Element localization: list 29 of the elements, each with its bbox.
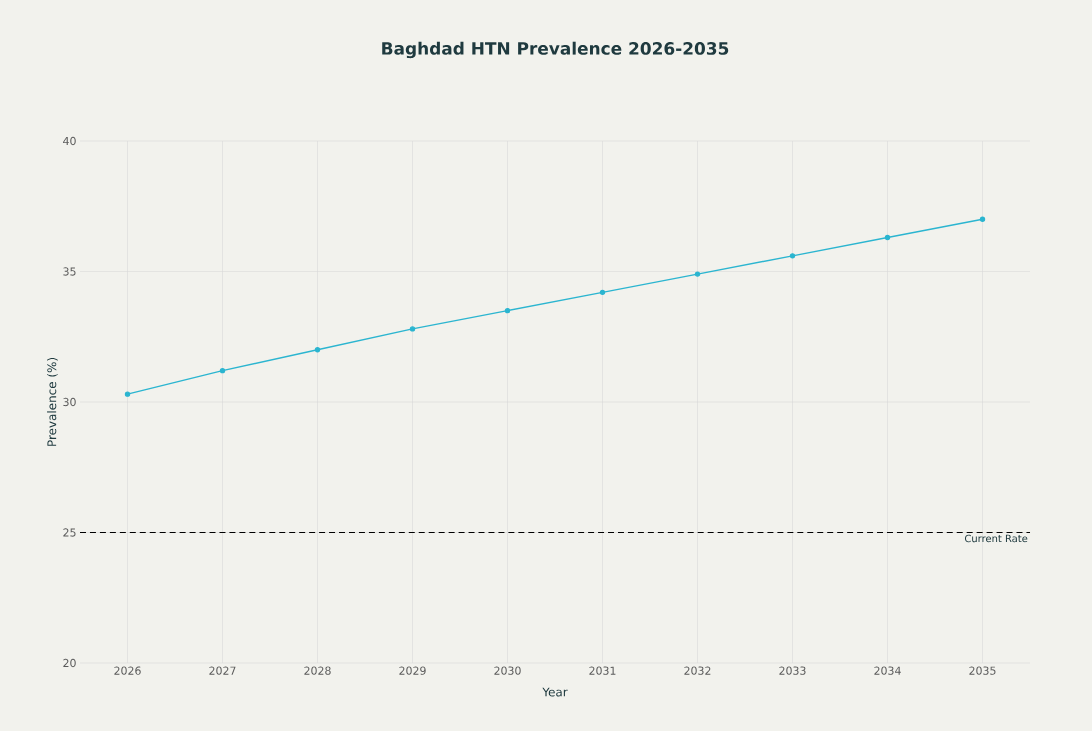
- point: [979, 216, 986, 222]
- x-tick-label: 2028: [304, 666, 331, 675]
- point: [694, 271, 701, 277]
- x-tick-label: 2026: [114, 666, 141, 675]
- y-axis-title: Prevalence (%): [47, 357, 58, 446]
- point: [314, 347, 321, 353]
- x-tick-label: 2034: [874, 666, 901, 675]
- x-tick-label: 2031: [589, 666, 616, 675]
- point: [599, 289, 606, 296]
- y-tick-label: 25: [63, 528, 76, 537]
- point: [789, 253, 796, 259]
- x-axis-title: Year: [542, 687, 568, 697]
- y-tick-label: 35: [63, 267, 76, 276]
- x-tick-label: 2027: [209, 666, 236, 675]
- ref-line-label: Current Rate: [964, 534, 1028, 543]
- x-tick-label: 2029: [399, 666, 426, 675]
- y-tick-label: 30: [63, 397, 76, 407]
- point: [884, 234, 891, 241]
- chart-title: Baghdad HTN Prevalence 2026-2035: [382, 41, 729, 59]
- x-tick-label: 2030: [494, 666, 521, 675]
- x-tick-label: 2033: [779, 666, 806, 675]
- point: [504, 307, 511, 314]
- x-tick-label: 2032: [684, 666, 711, 675]
- point: [219, 367, 226, 374]
- y-tick-label: 40: [63, 136, 76, 146]
- y-tick-label: 20: [63, 658, 76, 668]
- x-tick-label: 2035: [969, 666, 996, 675]
- point: [409, 326, 416, 332]
- point: [124, 391, 131, 397]
